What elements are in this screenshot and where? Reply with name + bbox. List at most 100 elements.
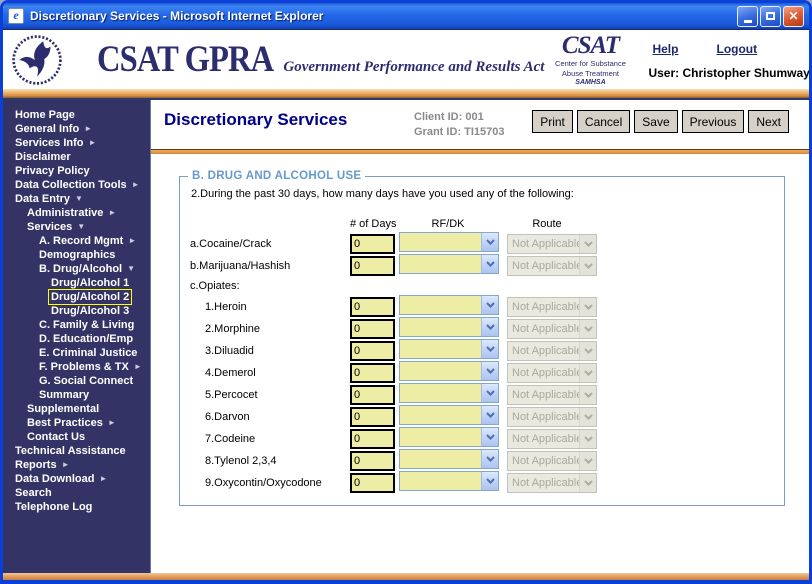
sidebar-item[interactable]: Summary (3, 388, 150, 402)
toolbar: Print Cancel Save Previous Next (532, 110, 789, 133)
days-input[interactable] (350, 473, 395, 493)
sidebar-item[interactable]: Search (3, 486, 150, 500)
row-label: 4.Demerol (205, 367, 256, 379)
days-input[interactable] (350, 429, 395, 449)
sidebar-item[interactable]: Privacy Policy (3, 164, 150, 178)
sidebar-item[interactable]: Demographics (3, 248, 150, 262)
sidebar-item[interactable]: Drug/Alcohol 2 (3, 289, 150, 305)
days-input[interactable] (350, 256, 395, 276)
sidebar-item[interactable]: Administrative ► (3, 206, 150, 220)
help-link[interactable]: Help (652, 41, 679, 56)
nav-arrow-icon: ► (128, 236, 137, 245)
chevron-down-icon (583, 304, 593, 310)
route-select: Not Applicable (507, 473, 597, 493)
sidebar-item[interactable]: G. Social Connect (3, 374, 150, 388)
chevron-down-icon (485, 261, 495, 267)
dropdown-button[interactable] (481, 318, 498, 336)
rfdk-select[interactable] (399, 295, 499, 315)
sidebar-item[interactable]: Drug/Alcohol 3 (3, 304, 150, 318)
sidebar-item[interactable]: Supplemental (3, 402, 150, 416)
dropdown-button[interactable] (481, 450, 498, 468)
sidebar-item[interactable]: Technical Assistance (3, 444, 150, 458)
sidebar-item[interactable]: Telephone Log (3, 500, 150, 514)
chevron-down-icon (485, 302, 495, 308)
sidebar-item[interactable]: Data Download ► (3, 472, 150, 486)
sidebar-item[interactable]: Services ▼ (3, 220, 150, 234)
row-label: 1.Heroin (205, 301, 247, 313)
dropdown-button[interactable] (481, 233, 498, 251)
csat-logo-name: CSAT (561, 32, 620, 59)
sidebar-item[interactable]: F. Problems & TX ► (3, 360, 150, 374)
rfdk-select[interactable] (399, 427, 499, 447)
rfdk-select[interactable] (399, 232, 499, 252)
rfdk-select[interactable] (399, 449, 499, 469)
dropdown-button[interactable] (481, 384, 498, 402)
sidebar-item-label: Data Entry (15, 193, 71, 205)
form-row: 3.Diluadid Not Applicable (190, 339, 776, 361)
chevron-down-icon (583, 414, 593, 420)
sidebar-item[interactable]: Data Collection Tools ► (3, 178, 150, 192)
logout-link[interactable]: Logout (716, 41, 758, 56)
client-id: Client ID: 001 (414, 111, 484, 123)
close-button[interactable]: ✕ (783, 5, 804, 27)
drug-alcohol-section: B. DRUG AND ALCOHOL USE 2.During the pas… (179, 170, 785, 506)
sidebar-item[interactable]: Contact Us (3, 430, 150, 444)
sidebar-item-label: Reports (15, 459, 57, 471)
sidebar-item[interactable]: Services Info ► (3, 136, 150, 150)
rfdk-value (400, 318, 481, 336)
days-input[interactable] (350, 234, 395, 254)
sidebar-item[interactable]: Drug/Alcohol 1 (3, 276, 150, 290)
dropdown-button[interactable] (481, 296, 498, 314)
form-row: a.Cocaine/Crack Not Applicable (190, 232, 776, 254)
dropdown-button[interactable] (481, 428, 498, 446)
rfdk-select[interactable] (399, 361, 499, 381)
days-input[interactable] (350, 385, 395, 405)
sidebar-item[interactable]: Best Practices ► (3, 416, 150, 430)
next-button[interactable]: Next (748, 110, 789, 133)
save-button[interactable]: Save (634, 110, 678, 133)
sidebar-item[interactable]: E. Criminal Justice (3, 346, 150, 360)
dropdown-button[interactable] (481, 255, 498, 273)
sidebar-item[interactable]: General Info ► (3, 122, 150, 136)
sidebar-item-label: Data Collection Tools (15, 179, 127, 191)
dropdown-button[interactable] (481, 340, 498, 358)
row-label: b.Marijuana/Hashish (190, 260, 291, 272)
minimize-button[interactable] (737, 5, 758, 27)
app-header: CSAT GPRA Government Performance and Res… (3, 29, 809, 89)
days-input[interactable] (350, 407, 395, 427)
dropdown-button[interactable] (481, 362, 498, 380)
rfdk-select[interactable] (399, 317, 499, 337)
days-input[interactable] (350, 297, 395, 317)
sidebar-item[interactable]: D. Education/Emp (3, 332, 150, 346)
sidebar-item[interactable]: Reports ► (3, 458, 150, 472)
print-button[interactable]: Print (532, 110, 573, 133)
form-row: 7.Codeine Not Applicable (190, 427, 776, 449)
sidebar-item[interactable]: Home Page (3, 108, 150, 122)
cancel-button[interactable]: Cancel (576, 110, 631, 133)
nav-arrow-icon: ► (61, 460, 70, 469)
sidebar-item[interactable]: C. Family & Living (3, 318, 150, 332)
rfdk-select[interactable] (399, 471, 499, 491)
days-input[interactable] (350, 319, 395, 339)
nav-arrow-icon: ► (99, 474, 108, 483)
rfdk-select[interactable] (399, 405, 499, 425)
sidebar-item[interactable]: Data Entry ▼ (3, 192, 150, 206)
chevron-down-icon (485, 346, 495, 352)
rfdk-value (400, 362, 481, 380)
sidebar-item[interactable]: Disclaimer (3, 150, 150, 164)
dropdown-button[interactable] (481, 472, 498, 490)
sidebar-item[interactable]: A. Record Mgmt ► (3, 234, 150, 248)
days-input[interactable] (350, 363, 395, 383)
rfdk-select[interactable] (399, 383, 499, 403)
chevron-down-icon (583, 436, 593, 442)
route-select: Not Applicable (507, 385, 597, 405)
days-input[interactable] (350, 451, 395, 471)
days-input[interactable] (350, 341, 395, 361)
maximize-button[interactable] (760, 5, 781, 27)
dropdown-button[interactable] (481, 406, 498, 424)
previous-button[interactable]: Previous (681, 110, 745, 133)
sidebar-item[interactable]: B. Drug/Alcohol ▼ (3, 262, 150, 276)
rfdk-select[interactable] (399, 254, 499, 274)
dropdown-button-disabled (579, 320, 596, 338)
rfdk-select[interactable] (399, 339, 499, 359)
